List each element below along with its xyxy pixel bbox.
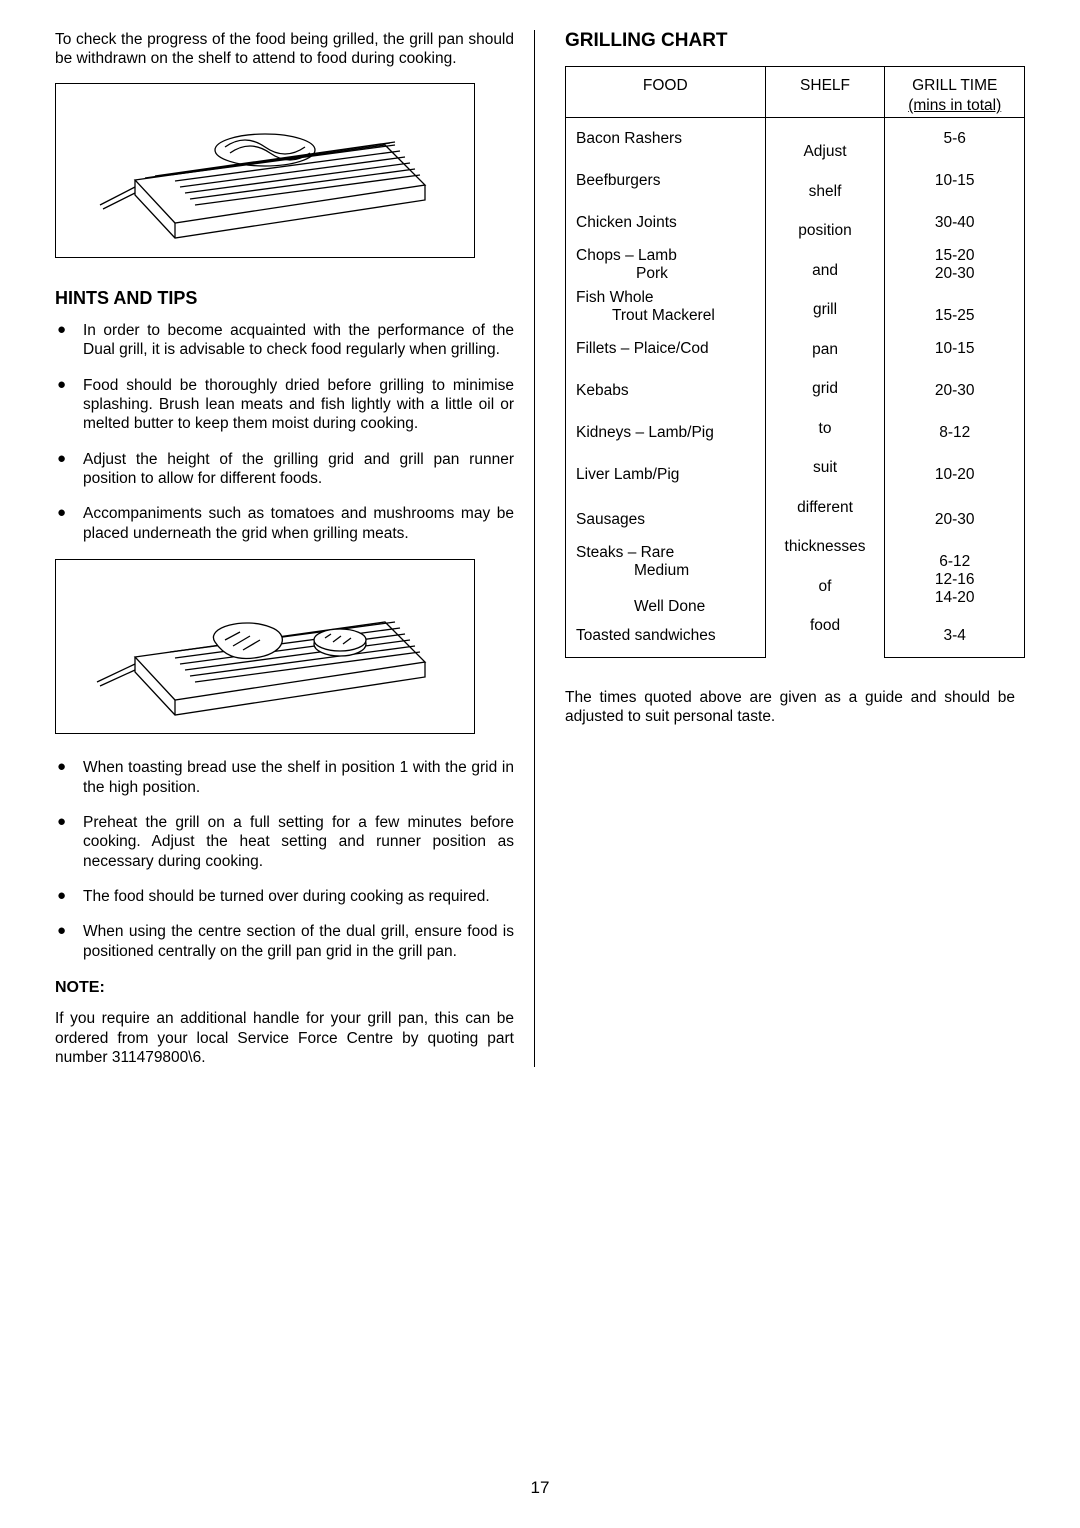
time-cell: 15-25 [885, 286, 1025, 328]
time-line: 6-12 [939, 553, 970, 570]
time-line: 14-20 [935, 589, 975, 606]
time-line: 15-25 [935, 307, 975, 324]
time-line: 12-16 [935, 571, 975, 588]
time-cell: 8-12 [885, 412, 1025, 454]
time-cell: 20-30 [885, 496, 1025, 544]
grill-pan-figure-2 [55, 559, 475, 734]
grilling-chart-table: FOOD SHELF GRILL TIME (mins in total) Ba… [565, 66, 1025, 658]
shelf-word: to [774, 409, 877, 449]
table-row: Bacon Rashers Adjust shelf position and … [566, 118, 1025, 160]
shelf-word: shelf [774, 172, 877, 212]
bullet-item: Adjust the height of the grilling grid a… [55, 450, 514, 489]
time-cell: 3-4 [885, 616, 1025, 658]
food-line: Steaks – Rare [576, 544, 674, 561]
bullet-item: Preheat the grill on a full setting for … [55, 813, 514, 871]
time-cell: 20-30 [885, 370, 1025, 412]
food-cell: Sausages [566, 496, 766, 544]
page-columns: To check the progress of the food being … [0, 0, 1080, 1067]
bullet-item: In order to become acquainted with the p… [55, 321, 514, 360]
time-line: 15-20 [935, 247, 975, 264]
shelf-word: grid [774, 369, 877, 409]
bullet-item: The food should be turned over during co… [55, 887, 514, 906]
intro-text: To check the progress of the food being … [55, 30, 514, 69]
time-cell: 10-15 [885, 328, 1025, 370]
time-sublabel: (mins in total) [891, 95, 1018, 115]
bullet-item: Accompaniments such as tomatoes and mush… [55, 504, 514, 543]
food-cell: Beefburgers [566, 160, 766, 202]
time-cell: 6-12 12-16 14-20 [885, 544, 1025, 616]
chart-heading: GRILLING CHART [565, 30, 1015, 52]
food-cell: Kebabs [566, 370, 766, 412]
time-label: GRILL TIME [912, 77, 997, 94]
food-cell: Chops – Lamb Pork [566, 244, 766, 286]
bullet-item: When using the centre section of the dua… [55, 922, 514, 961]
time-cell: 15-20 20-30 [885, 244, 1025, 286]
bullets-group-a: In order to become acquainted with the p… [55, 321, 514, 543]
shelf-word: grill [774, 290, 877, 330]
shelf-word: suit [774, 448, 877, 488]
food-cell: Fish Whole Trout Mackerel [566, 286, 766, 328]
shelf-word: of [774, 567, 877, 607]
time-cell: 10-15 [885, 160, 1025, 202]
food-cell: Fillets – Plaice/Cod [566, 328, 766, 370]
page-number: 17 [0, 1478, 1080, 1498]
chart-footnote: The times quoted above are given as a gu… [565, 688, 1015, 727]
right-column: GRILLING CHART FOOD SHELF GRILL TIME (mi… [535, 30, 1015, 1067]
food-line: Pork [576, 265, 757, 283]
grill-pan-figure-1 [55, 83, 475, 258]
shelf-word: different [774, 488, 877, 528]
time-cell: 10-20 [885, 454, 1025, 496]
shelf-word: thicknesses [774, 527, 877, 567]
bullet-item: Food should be thoroughly dried before g… [55, 376, 514, 434]
food-line: Fish Whole [576, 289, 654, 306]
left-column: To check the progress of the food being … [55, 30, 535, 1067]
col-time: GRILL TIME (mins in total) [885, 67, 1025, 118]
shelf-word: pan [774, 330, 877, 370]
time-line: 20-30 [935, 265, 975, 282]
food-cell: Liver Lamb/Pig [566, 454, 766, 496]
shelf-word: food [774, 606, 877, 646]
shelf-word: and [774, 251, 877, 291]
food-line: Medium [576, 562, 757, 580]
food-line: Trout Mackerel [576, 307, 757, 325]
note-heading: NOTE: [55, 979, 514, 997]
food-line: Chops – Lamb [576, 247, 677, 264]
food-cell: Steaks – Rare Medium Well Done [566, 544, 766, 616]
bullets-group-b: When toasting bread use the shelf in pos… [55, 758, 514, 961]
food-cell: Kidneys – Lamb/Pig [566, 412, 766, 454]
note-body: If you require an additional handle for … [55, 1009, 514, 1067]
shelf-word: position [774, 211, 877, 251]
time-cell: 5-6 [885, 118, 1025, 160]
food-cell: Bacon Rashers [566, 118, 766, 160]
col-food: FOOD [566, 67, 766, 118]
food-cell: Chicken Joints [566, 202, 766, 244]
grill-pan-icon [75, 95, 455, 245]
grill-pan-food-icon [75, 572, 455, 722]
table-header-row: FOOD SHELF GRILL TIME (mins in total) [566, 67, 1025, 118]
time-cell: 30-40 [885, 202, 1025, 244]
col-shelf: SHELF [765, 67, 885, 118]
hints-heading: HINTS AND TIPS [55, 288, 514, 309]
bullet-item: When toasting bread use the shelf in pos… [55, 758, 514, 797]
food-cell: Toasted sandwiches [566, 616, 766, 658]
food-line: Well Done [576, 598, 757, 616]
shelf-cell: Adjust shelf position and grill pan grid… [765, 118, 885, 658]
shelf-word: Adjust [774, 132, 877, 172]
